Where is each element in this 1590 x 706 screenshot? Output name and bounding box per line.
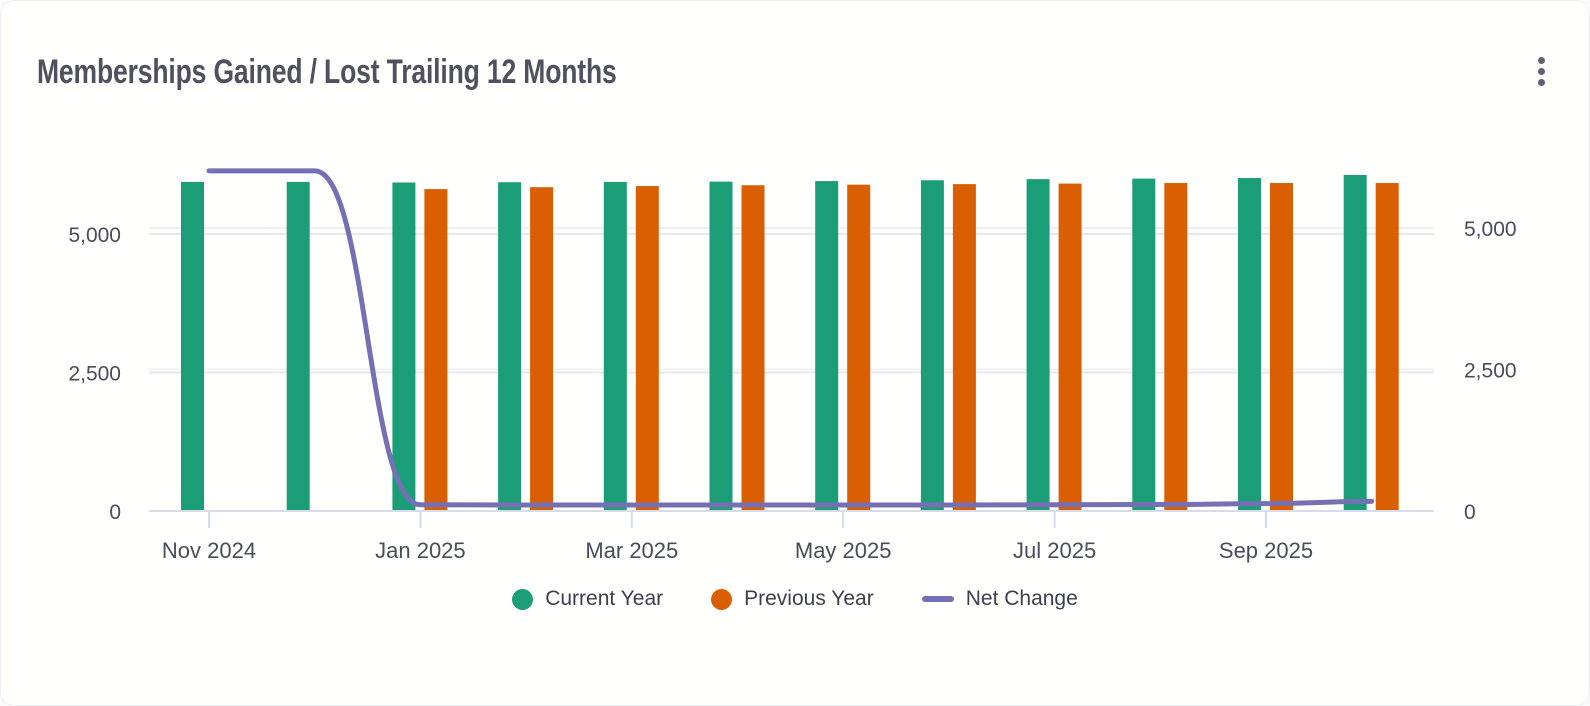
chart-legend: Current Year Previous Year Net Change	[1, 581, 1589, 617]
bar-current-year	[286, 181, 310, 511]
bar-current-year	[498, 182, 522, 511]
net-change-marker-icon	[921, 596, 954, 602]
bar-current-year	[815, 181, 839, 511]
chart-title: Memberships Gained / Lost Trailing 12 Mo…	[37, 53, 617, 91]
y-axis-label-right: 2,500	[1464, 360, 1517, 383]
bar-current-year	[392, 182, 416, 511]
current-year-marker-icon	[512, 588, 534, 610]
bar-current-year	[1238, 178, 1261, 511]
y-axis-label-right: 0	[1464, 501, 1476, 524]
legend-item-current-year[interactable]: Current Year	[512, 587, 663, 611]
bar-current-year	[1026, 179, 1050, 511]
y-axis-label-left: 2,500	[68, 363, 121, 386]
net-change-line	[206, 168, 1375, 508]
bar-previous-year	[1270, 183, 1293, 512]
x-tick-label: Mar 2025	[585, 538, 678, 563]
x-tick-label: May 2025	[795, 538, 892, 563]
legend-label-previous-year: Previous Year	[744, 587, 874, 610]
bar-previous-year	[1058, 183, 1082, 511]
chart-canvas: Nov 2024 Jan 2025 Mar 2025 May 2025 Jul 2025…	[68, 168, 1517, 563]
bar-current-year	[1132, 178, 1156, 511]
bar-previous-year	[1164, 183, 1188, 512]
y-axis-label-left: 0	[109, 501, 121, 524]
kebab-menu-icon	[1537, 56, 1545, 86]
x-tick-label: Sep 2025	[1219, 538, 1313, 563]
legend-label-current-year: Current Year	[545, 587, 664, 610]
card-menu-button[interactable]	[1523, 49, 1559, 93]
chart-area: Nov 2024 Jan 2025 Mar 2025 May 2025 Jul 2025…	[1, 116, 1589, 576]
previous-year-marker-icon	[711, 588, 733, 610]
bar-previous-year	[635, 186, 659, 511]
bar-current-year	[603, 181, 627, 511]
x-tick-label: Jan 2025	[375, 538, 466, 563]
bar-previous-year	[847, 184, 871, 511]
x-tick-label: Jul 2025	[1013, 538, 1096, 563]
y-axis-label-right: 5,000	[1464, 218, 1517, 241]
legend-label-net-change: Net Change	[965, 587, 1078, 610]
bar-current-year	[920, 180, 944, 511]
legend-item-previous-year[interactable]: Previous Year	[711, 587, 874, 611]
bar-previous-year	[424, 189, 448, 511]
bar-previous-year	[530, 187, 554, 511]
y-axis-label-left: 5,000	[68, 224, 121, 247]
bar-current-year	[181, 181, 204, 511]
x-tick-label: Nov 2024	[162, 538, 256, 563]
bar-current-year	[1343, 174, 1367, 511]
bar-previous-year	[1375, 183, 1399, 512]
bar-current-year	[709, 181, 733, 511]
bar-previous-year	[952, 184, 976, 511]
card-header: Memberships Gained / Lost Trailing 12 Mo…	[37, 49, 1559, 101]
bar-previous-year	[741, 185, 765, 512]
legend-item-net-change[interactable]: Net Change	[921, 587, 1078, 611]
